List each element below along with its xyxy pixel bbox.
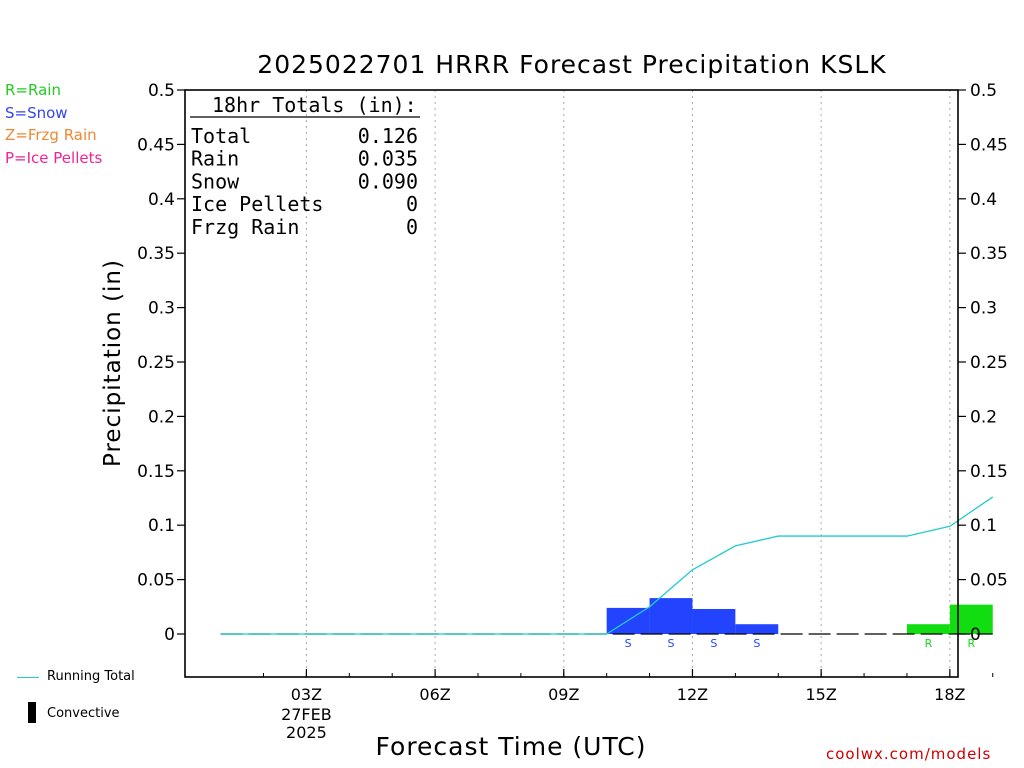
precip-type-label-14: S (753, 637, 760, 650)
y-tick-label-right-0.45: 0.45 (970, 135, 1008, 155)
precip-bar-18 (906, 624, 950, 634)
plot-frame (184, 89, 959, 678)
precip-type-label-19: R (967, 637, 975, 650)
chart-title: 2025022701 HRRR Forecast Precipitation K… (257, 50, 887, 79)
x-tick-label-03Z: 03Z (291, 685, 322, 704)
y-tick-label-left-0.25: 0.25 (137, 353, 175, 373)
totals-value-rain: 0.035 (358, 147, 418, 171)
precip-type-label-12: S (668, 637, 675, 650)
legend-snow: S=Snow (5, 104, 68, 122)
y-tick-label-left-0.4: 0.4 (148, 190, 175, 210)
totals-label-ice-pellets: Ice Pellets (191, 192, 323, 216)
y-tick-label-left-0.2: 0.2 (148, 407, 175, 427)
x-tick-sublabel-27FEB: 27FEB (281, 705, 332, 724)
y-tick-label-left-0.45: 0.45 (137, 135, 175, 155)
precip-type-label-18: R (925, 637, 933, 650)
y-tick-label-right-0.15: 0.15 (970, 462, 1008, 482)
legend-rain: R=Rain (5, 81, 61, 99)
y-tick-label-right-0.2: 0.2 (970, 407, 997, 427)
y-tick-label-left-0: 0 (164, 625, 175, 645)
totals-label-total: Total (191, 124, 251, 148)
x-tick-label-15Z: 15Z (805, 685, 836, 704)
credit-text: coolwx.com/models (826, 745, 992, 763)
totals-heading: 18hr Totals (in): (212, 93, 417, 117)
y-tick-label-right-0.4: 0.4 (970, 190, 997, 210)
x-tick-label-18Z: 18Z (934, 685, 965, 704)
y-tick-label-left-0.05: 0.05 (137, 571, 175, 591)
totals-value-snow: 0.090 (358, 169, 418, 193)
convective-legend-swatch (28, 702, 36, 723)
y-tick-label-right-0.5: 0.5 (970, 81, 997, 101)
totals-value-frzg-rain: 0 (406, 215, 418, 239)
y-tick-label-right-0.3: 0.3 (970, 299, 997, 319)
x-tick-sublabel-2025: 2025 (286, 723, 327, 742)
legend-freezing-rain: Z=Frzg Rain (5, 126, 97, 144)
y-tick-label-right-0.05: 0.05 (970, 571, 1008, 591)
precip-bar-14 (735, 624, 779, 634)
precip-bar-13 (692, 608, 736, 634)
y-tick-label-left-0.15: 0.15 (137, 462, 175, 482)
x-tick-label-09Z: 09Z (548, 685, 579, 704)
totals-label-frzg-rain: Frzg Rain (191, 215, 299, 239)
totals-label-snow: Snow (191, 169, 240, 193)
precip-bar-12 (649, 598, 693, 634)
y-tick-label-left-0.35: 0.35 (137, 244, 175, 264)
legend-ice-pellets: P=Ice Pellets (5, 149, 103, 167)
convective-legend-label: Convective (47, 706, 120, 721)
precip-type-label-13: S (710, 637, 717, 650)
totals-value-ice-pellets: 0 (406, 192, 418, 216)
running-total-legend-label: Running Total (47, 669, 135, 684)
running-total-line (220, 496, 994, 635)
y-tick-label-left-0.3: 0.3 (148, 299, 175, 319)
totals-value-total: 0.126 (358, 124, 418, 148)
precip-bar-19 (949, 604, 993, 634)
totals-label-rain: Rain (191, 147, 239, 171)
x-tick-label-12Z: 12Z (677, 685, 708, 704)
y-tick-label-right-0.25: 0.25 (970, 353, 1008, 373)
y-tick-label-right-0.35: 0.35 (970, 244, 1008, 264)
precip-type-label-11: S (625, 637, 632, 650)
running-total-legend-line (17, 677, 39, 678)
y-tick-label-right-0.1: 0.1 (970, 516, 997, 536)
y-tick-label-right-0: 0 (970, 625, 981, 645)
x-tick-label-06Z: 06Z (419, 685, 450, 704)
x-axis-label: Forecast Time (UTC) (375, 732, 647, 761)
y-tick-label-left-0.5: 0.5 (148, 81, 175, 101)
y-tick-label-left-0.1: 0.1 (148, 516, 175, 536)
